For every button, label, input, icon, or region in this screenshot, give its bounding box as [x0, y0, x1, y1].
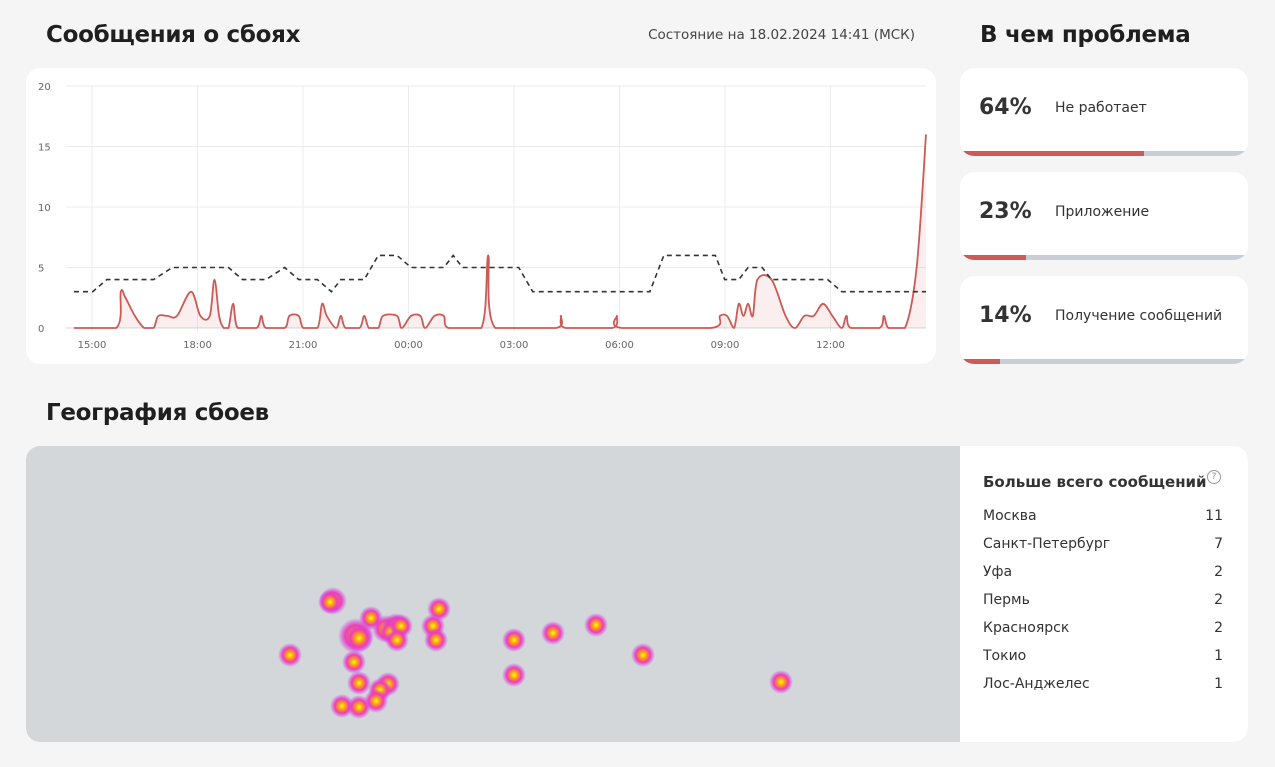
y-tick-label: 20 — [38, 82, 51, 93]
reports-area — [74, 134, 926, 328]
heat-spot — [347, 695, 371, 719]
city-row: Уфа 2 — [983, 564, 1223, 584]
heat-spot — [342, 650, 366, 674]
problem-bar — [960, 151, 1248, 156]
x-tick-label: 12:00 — [816, 340, 845, 351]
problem-card-not-working[interactable]: 64% Не работает — [960, 68, 1248, 156]
help-icon[interactable]: ? — [1207, 470, 1221, 484]
city-count: 1 — [1214, 676, 1223, 692]
x-tick-label: 06:00 — [605, 340, 634, 351]
geo-card: Больше всего сообщений ? Москва 11 Санкт… — [26, 446, 1248, 742]
problem-bar — [960, 255, 1248, 260]
city-count: 2 — [1214, 620, 1223, 636]
heat-spot — [318, 590, 342, 614]
x-tick-label: 00:00 — [394, 340, 423, 351]
top-cities-title: Больше всего сообщений — [983, 473, 1207, 491]
baseline-line — [74, 254, 926, 293]
city-name: Красноярск — [983, 620, 1070, 636]
heatmap-spots — [278, 587, 793, 719]
city-name: Москва — [983, 508, 1037, 524]
status-timestamp: Состояние на 18.02.2024 14:41 (МСК) — [648, 27, 915, 43]
city-row: Токио 1 — [983, 648, 1223, 668]
heat-spot — [502, 663, 526, 687]
heat-spot — [769, 670, 793, 694]
heat-spot — [330, 694, 354, 718]
city-row: Красноярск 2 — [983, 620, 1223, 640]
x-tick-label: 09:00 — [711, 340, 740, 351]
city-count: 1 — [1214, 648, 1223, 664]
heat-spot — [278, 643, 302, 667]
problem-section-title: В чем проблема — [980, 22, 1191, 48]
problem-bar-fill — [960, 151, 1145, 156]
geo-section-title: География сбоев — [46, 400, 269, 426]
outage-heatmap[interactable] — [26, 446, 960, 742]
problem-card-app[interactable]: 23% Приложение — [960, 172, 1248, 260]
city-row: Москва 11 — [983, 508, 1223, 528]
y-tick-label: 15 — [38, 143, 51, 154]
city-row: Лос-Анджелес 1 — [983, 676, 1223, 696]
problem-label: Получение сообщений — [1055, 308, 1223, 324]
problem-bar-fill — [960, 255, 1027, 260]
page-title: Сообщения о сбоях — [46, 22, 301, 48]
problem-label: Не работает — [1055, 100, 1147, 116]
reports-chart-card: 0 5 10 15 20 15:00 18:00 21:00 00:00 03:00 06:00 09… — [26, 68, 936, 364]
heat-spot — [345, 624, 373, 652]
heat-spot — [424, 628, 448, 652]
problem-bar — [960, 359, 1248, 364]
city-name: Пермь — [983, 592, 1030, 608]
heat-spot — [347, 671, 371, 695]
heat-spot — [541, 621, 565, 645]
problem-label: Приложение — [1055, 204, 1150, 220]
city-name: Уфа — [983, 564, 1013, 580]
city-count: 11 — [1205, 508, 1223, 524]
heat-spot — [502, 628, 526, 652]
problem-bar-fill — [960, 359, 1001, 364]
reports-line — [74, 134, 927, 329]
y-tick-label: 5 — [38, 264, 44, 275]
y-tick-label: 10 — [38, 203, 51, 214]
top-cities-panel: Больше всего сообщений ? Москва 11 Санкт… — [960, 446, 1248, 742]
city-row: Санкт-Петербург 7 — [983, 536, 1223, 556]
city-name: Санкт-Петербург — [983, 536, 1111, 552]
x-tick-label: 15:00 — [78, 340, 107, 351]
problem-percent: 23% — [979, 199, 1032, 224]
y-tick-label: 0 — [38, 324, 44, 335]
problem-percent: 64% — [979, 95, 1032, 120]
city-name: Лос-Анджелес — [983, 676, 1090, 692]
x-tick-label: 03:00 — [500, 340, 529, 351]
city-count: 2 — [1214, 564, 1223, 580]
city-count: 2 — [1214, 592, 1223, 608]
heat-spot — [584, 613, 608, 637]
x-tick-label: 18:00 — [183, 340, 212, 351]
reports-chart[interactable]: 0 5 10 15 20 15:00 18:00 21:00 00:00 03:00 06:00 09… — [26, 68, 936, 364]
heat-spot — [385, 628, 409, 652]
city-count: 7 — [1214, 536, 1223, 552]
problem-card-messages[interactable]: 14% Получение сообщений — [960, 276, 1248, 364]
city-row: Пермь 2 — [983, 592, 1223, 612]
heat-spot — [631, 643, 655, 667]
x-tick-label: 21:00 — [289, 340, 318, 351]
problem-percent: 14% — [979, 303, 1032, 328]
city-name: Токио — [983, 648, 1027, 664]
